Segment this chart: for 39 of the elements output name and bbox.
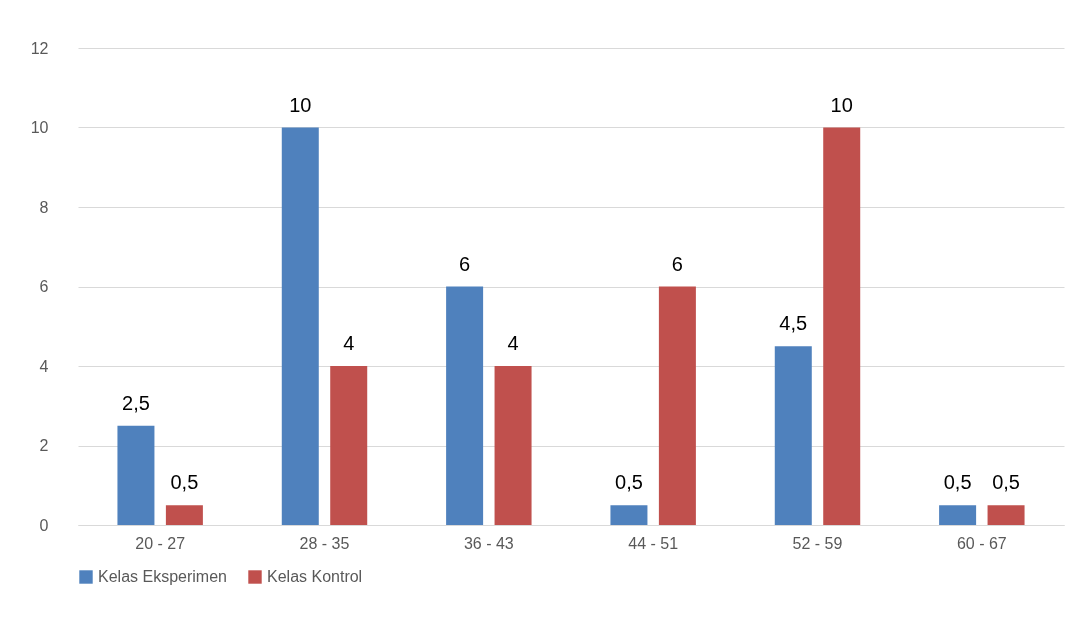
y-tick-label: 2 [39,437,49,454]
bar [165,505,203,525]
bar [494,366,532,525]
data-label: 0,5 [170,471,199,494]
x-tick-label: 60 - 67 [956,534,1007,552]
y-tick-label: 4 [39,357,49,375]
bar [117,425,155,525]
data-label: 4,5 [779,312,808,335]
x-tick-label: 36 - 43 [463,534,514,552]
y-tick-label: 6 [39,278,49,295]
x-tick-label: 28 - 35 [299,534,350,552]
bar [330,366,368,525]
x-tick-label: 52 - 59 [792,534,843,552]
data-label: 6 [671,252,683,275]
bar [446,286,484,525]
data-label: 4 [507,332,519,354]
data-label: 6 [459,252,471,275]
data-label: 2,5 [122,391,150,414]
bar [281,127,319,525]
legend-label: Kelas Kontrol [267,568,363,585]
x-tick-label: 20 - 27 [135,534,186,552]
y-tick-label: 0 [39,516,49,534]
x-tick-label: 44 - 51 [628,534,679,552]
y-tick-label: 10 [30,119,49,136]
data-label: 4 [343,332,355,354]
data-label: 0,5 [615,471,643,494]
data-label: 10 [830,93,853,116]
bar [658,286,696,525]
legend-label: Kelas Eksperimen [98,568,227,585]
data-label: 0,5 [992,471,1020,494]
bar [823,127,861,525]
bar [610,505,648,525]
bar [987,505,1025,525]
data-label: 0,5 [943,471,972,494]
bar [939,505,977,525]
bar [774,346,812,525]
y-tick-label: 12 [30,39,49,57]
data-label: 10 [289,93,312,116]
y-tick-label: 8 [39,198,49,216]
